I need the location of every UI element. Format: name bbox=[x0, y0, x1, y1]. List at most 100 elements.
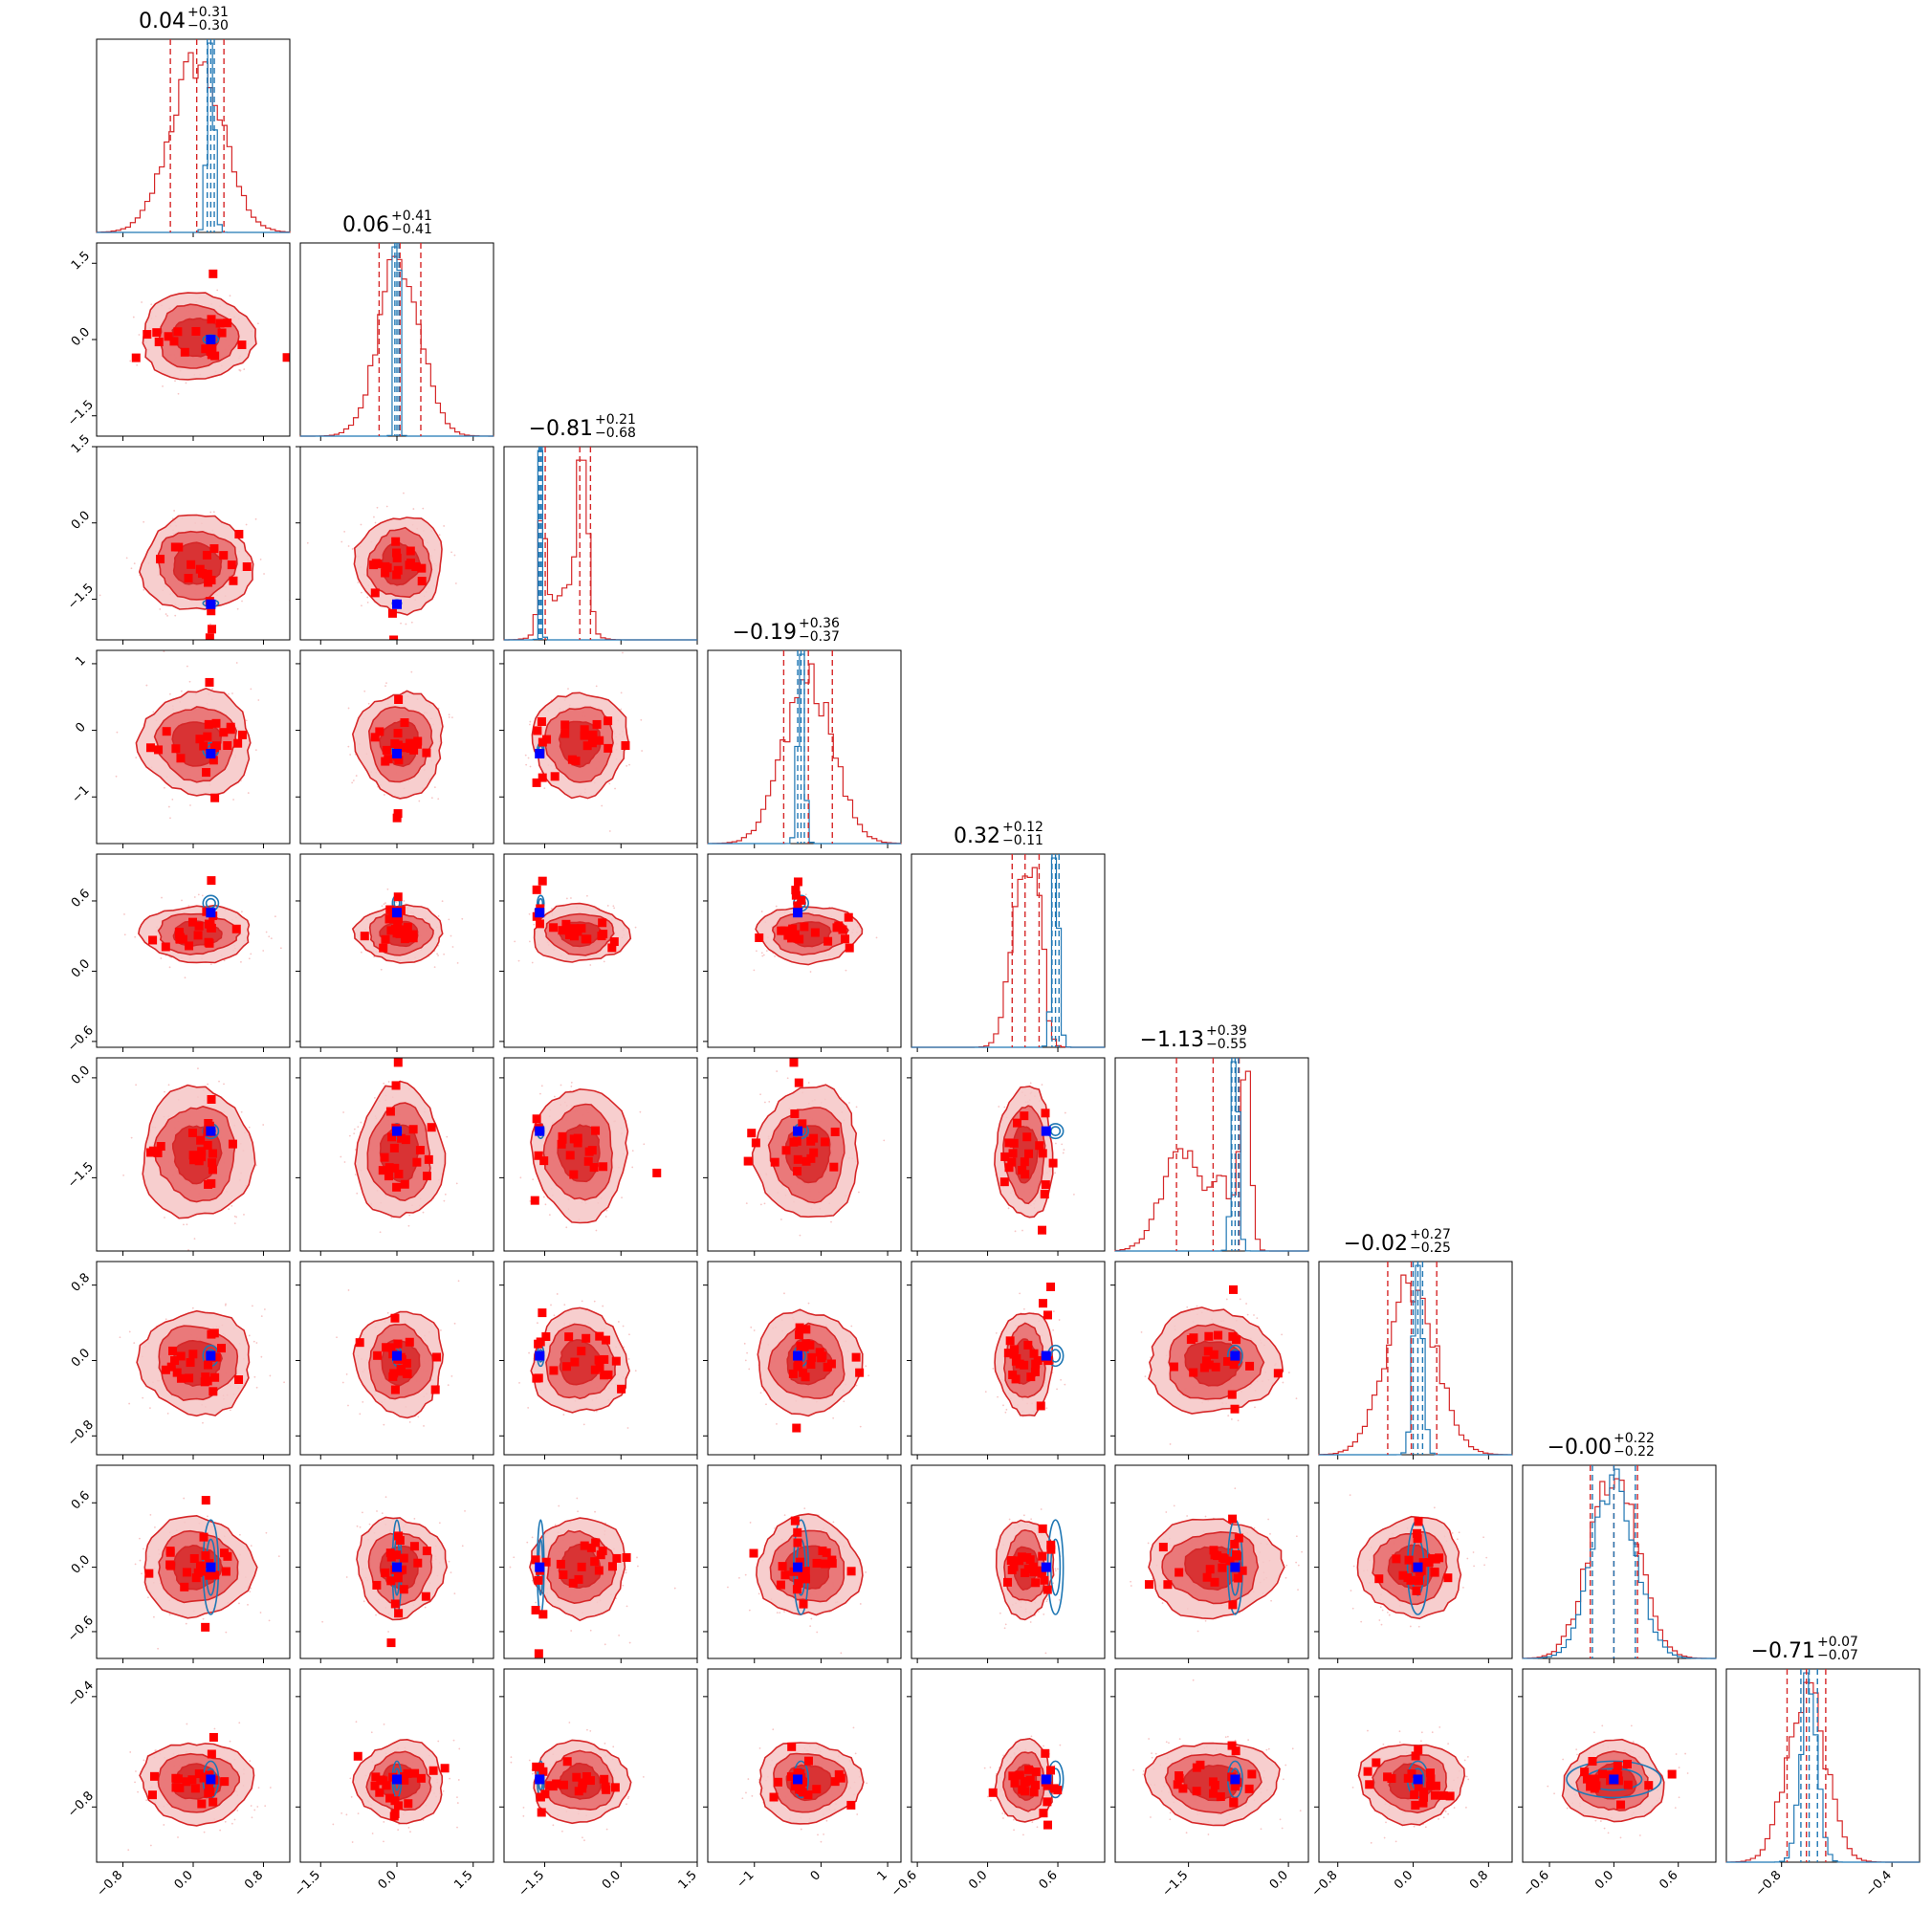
panel-content bbox=[129, 269, 290, 395]
sample-marker bbox=[582, 741, 592, 751]
sample-dot bbox=[387, 1081, 390, 1083]
sample-dot bbox=[161, 896, 163, 899]
panel-6-6 bbox=[1318, 1261, 1513, 1460]
sample-marker bbox=[844, 912, 853, 922]
panel-content bbox=[518, 1293, 637, 1429]
sample-dot bbox=[845, 969, 847, 972]
sample-dot bbox=[373, 516, 375, 518]
sample-marker bbox=[791, 890, 801, 900]
sample-marker bbox=[170, 1356, 180, 1366]
sample-marker bbox=[1222, 1356, 1232, 1366]
sample-marker bbox=[204, 1118, 213, 1128]
sample-marker bbox=[382, 745, 391, 755]
sample-marker bbox=[622, 1552, 631, 1562]
panel-5-2 bbox=[499, 1057, 698, 1256]
sample-marker bbox=[202, 768, 211, 778]
sample-dot bbox=[359, 1413, 362, 1416]
sample-dot bbox=[345, 1372, 348, 1375]
sample-marker bbox=[372, 1580, 382, 1590]
sample-dot bbox=[604, 1643, 606, 1646]
panel-title-minus: −0.37 bbox=[799, 629, 840, 645]
sample-marker bbox=[399, 1585, 408, 1594]
y-tick-label: −1.5 bbox=[65, 582, 97, 613]
sample-dot bbox=[843, 1400, 845, 1403]
sample-marker bbox=[565, 1151, 575, 1160]
sample-marker bbox=[573, 1133, 582, 1143]
sample-marker bbox=[1232, 1549, 1241, 1559]
panel-content bbox=[340, 1058, 458, 1234]
sample-dot bbox=[201, 894, 204, 897]
panel-title-plus: +0.31 bbox=[187, 5, 229, 20]
sample-dot bbox=[803, 1507, 806, 1510]
panel-4-3 bbox=[703, 853, 902, 1052]
sample-marker bbox=[1189, 1368, 1198, 1377]
sample-marker bbox=[798, 1570, 807, 1580]
sample-marker bbox=[1038, 1299, 1047, 1308]
sample-marker bbox=[595, 735, 604, 745]
sample-dot bbox=[141, 301, 143, 303]
sample-marker bbox=[421, 1592, 430, 1601]
panel-title-plus: +0.12 bbox=[1002, 820, 1043, 835]
sample-dot bbox=[1044, 1652, 1047, 1655]
sample-dot bbox=[745, 1202, 748, 1205]
sample-marker bbox=[541, 1332, 551, 1342]
sample-dot bbox=[748, 1609, 751, 1612]
sample-marker bbox=[1003, 1577, 1013, 1587]
sample-dot bbox=[236, 607, 239, 610]
sample-marker bbox=[598, 918, 607, 928]
sample-dot bbox=[634, 1370, 637, 1372]
sample-dot bbox=[186, 665, 188, 668]
sample-dot bbox=[1073, 1193, 1075, 1196]
sample-dot bbox=[130, 567, 133, 570]
sample-dot bbox=[233, 1222, 236, 1225]
panel-title-median: 0.04 bbox=[139, 10, 186, 33]
sample-dot bbox=[586, 894, 588, 897]
panel-title-median: 0.32 bbox=[954, 824, 1000, 848]
sample-marker bbox=[821, 1137, 830, 1147]
sample-dot bbox=[168, 966, 171, 969]
sample-marker bbox=[826, 1359, 836, 1369]
sample-dot bbox=[257, 699, 260, 701]
sample-marker bbox=[409, 1542, 419, 1551]
sample-dot bbox=[386, 1311, 389, 1314]
sample-dot bbox=[1196, 1305, 1198, 1307]
sample-marker bbox=[207, 606, 216, 616]
panel-6-0 bbox=[92, 1261, 291, 1460]
sample-marker bbox=[530, 1196, 539, 1205]
sample-dot bbox=[136, 363, 139, 366]
sample-dot bbox=[142, 1396, 144, 1399]
sample-marker bbox=[795, 1323, 804, 1332]
sample-dot bbox=[408, 1421, 411, 1423]
y-tick-label: −1 bbox=[69, 783, 92, 806]
sample-marker bbox=[549, 1366, 559, 1375]
sample-marker bbox=[393, 1339, 403, 1349]
panel-1-0 bbox=[92, 242, 291, 441]
sample-marker bbox=[1035, 1141, 1044, 1151]
sample-dot bbox=[360, 591, 362, 594]
truth-marker bbox=[206, 1350, 216, 1361]
sample-dot bbox=[139, 1559, 142, 1562]
sample-dot bbox=[1230, 1418, 1233, 1420]
sample-dot bbox=[1040, 1508, 1043, 1510]
y-tick-label: 1.5 bbox=[69, 432, 93, 456]
sample-marker bbox=[393, 809, 403, 819]
sample-marker bbox=[422, 1547, 431, 1556]
sample-dot bbox=[368, 1523, 371, 1526]
sample-dot bbox=[601, 804, 604, 807]
sample-marker bbox=[201, 1550, 210, 1560]
sample-marker bbox=[406, 546, 415, 556]
sample-dot bbox=[1225, 1298, 1228, 1301]
sample-dot bbox=[247, 1603, 249, 1606]
panel-content bbox=[122, 1067, 265, 1251]
sample-marker bbox=[161, 942, 170, 952]
sample-marker bbox=[598, 1547, 607, 1556]
sample-dot bbox=[385, 505, 388, 508]
sample-dot bbox=[1161, 1602, 1164, 1604]
panel-frame bbox=[707, 1464, 902, 1659]
sample-marker bbox=[395, 647, 404, 655]
sample-dot bbox=[765, 1403, 767, 1406]
sample-dot bbox=[207, 1083, 209, 1086]
sample-dot bbox=[453, 1322, 456, 1325]
sample-dot bbox=[138, 334, 141, 336]
